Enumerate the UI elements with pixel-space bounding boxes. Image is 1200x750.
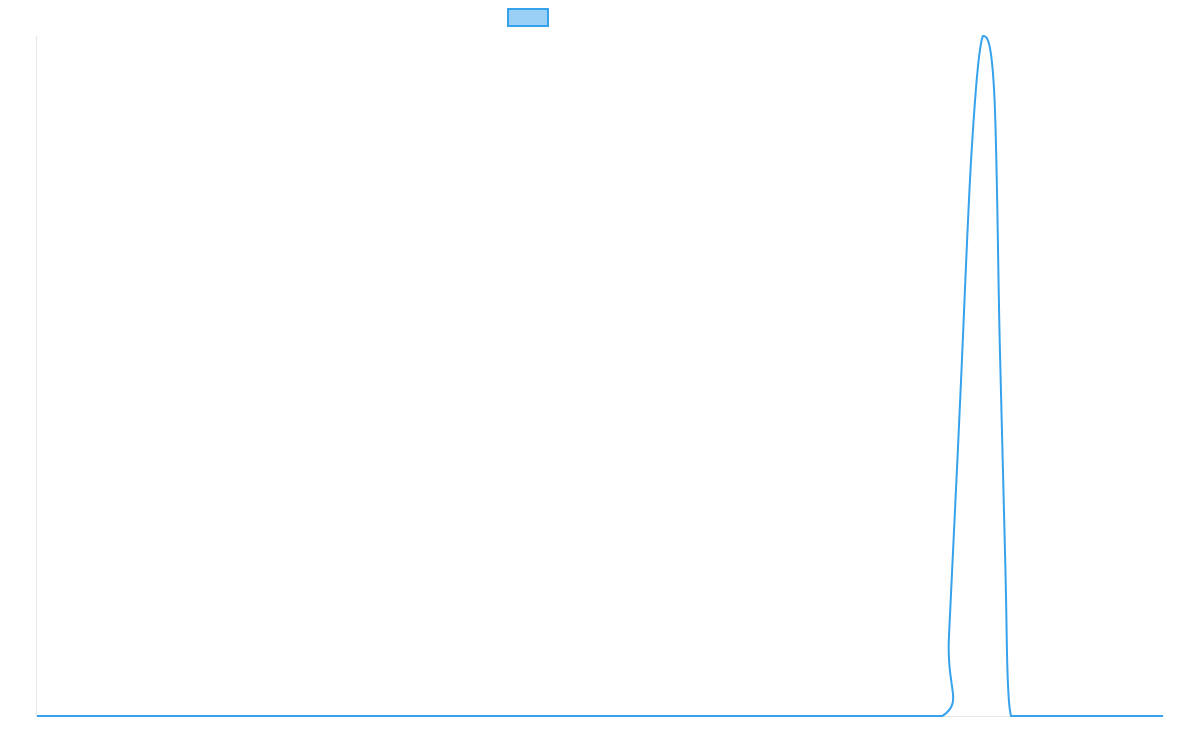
- series-line-0[interactable]: [37, 35, 1163, 717]
- legend-swatch[interactable]: [507, 8, 549, 27]
- series-layer: [37, 35, 1163, 717]
